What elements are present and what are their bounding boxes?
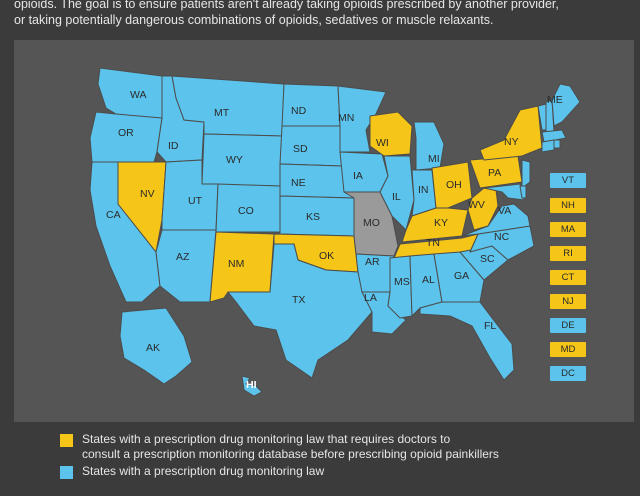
label-wa: WA [130,89,147,101]
label-wv: WV [468,199,485,211]
label-ok: OK [319,250,334,262]
label-wy: WY [226,154,243,166]
label-al: AL [422,274,435,286]
label-pa: PA [488,167,501,179]
intro-line-2: or taking potentially dangerous combinat… [14,13,494,27]
label-sd: SD [293,143,308,155]
label-ne: NE [291,177,306,189]
state-nv[interactable] [117,161,167,253]
state-ky[interactable] [401,207,469,243]
infographic: opioids. The goal is to ensure patients … [0,0,640,479]
label-az: AZ [176,251,190,263]
ne-box-md[interactable]: MD [550,342,586,357]
label-ga: GA [454,270,469,282]
label-mt: MT [214,107,230,119]
ne-box-vt[interactable]: VT [550,173,586,188]
label-nm: NM [228,258,244,270]
ne-box-nh[interactable]: NH [550,198,586,213]
state-az[interactable] [155,229,217,303]
label-mo: MO [363,217,380,229]
state-ia[interactable] [339,151,389,193]
state-fl[interactable] [419,301,515,381]
ne-box-de[interactable]: DE [550,318,586,333]
state-oh[interactable] [431,161,473,209]
label-nc: NC [494,231,510,243]
label-ia: IA [353,170,363,182]
label-nd: ND [291,105,307,117]
label-ar: AR [365,256,380,268]
legend-text-requires-line2: consult a prescription monitoring databa… [82,447,499,461]
map-panel: WA OR CA NV ID MT WY UT CO AZ NM ND SD N… [14,40,634,422]
label-ks: KS [306,211,320,223]
ne-box-dc[interactable]: DC [550,366,586,381]
legend: States with a prescription drug monitori… [60,432,620,496]
label-wi: WI [376,137,389,149]
label-co: CO [238,205,254,217]
state-hi[interactable] [241,375,263,397]
label-ut: UT [188,195,203,207]
label-oh: OH [446,179,462,191]
state-ak[interactable] [119,307,193,385]
label-va: VA [498,205,511,217]
label-nv: NV [140,188,155,200]
ne-box-ri[interactable]: RI [550,246,586,261]
label-mi: MI [428,153,440,165]
legend-item-requires: States with a prescription drug monitori… [60,432,620,464]
state-ny[interactable] [479,105,543,161]
state-il[interactable] [379,155,415,231]
state-va[interactable] [461,203,531,237]
legend-item-has-law: States with a prescription drug monitori… [60,464,620,496]
state-ct[interactable] [541,139,555,153]
label-me: ME [547,94,563,106]
label-la: LA [364,292,377,304]
label-ms: MS [394,276,410,288]
legend-text-has-law-line1: States with a prescription drug monitori… [82,464,325,478]
legend-text-requires-line1: States with a prescription drug monitori… [82,432,451,446]
label-in: IN [418,184,429,196]
state-de[interactable] [519,185,527,199]
label-tn: TN [426,237,440,249]
legend-text-requires: States with a prescription drug monitori… [82,432,499,462]
label-ca: CA [106,209,121,221]
label-tx: TX [292,294,305,306]
state-ri[interactable] [553,139,561,149]
label-sc: SC [480,253,495,265]
state-wv[interactable] [467,187,499,231]
state-or[interactable] [89,111,163,163]
legend-swatch-requires [60,434,73,447]
state-me[interactable] [551,83,581,127]
label-fl: FL [484,320,496,332]
label-hi: HI [246,379,257,391]
state-tx[interactable] [227,243,373,379]
legend-text-has-law: States with a prescription drug monitori… [82,464,324,479]
state-sd[interactable] [279,125,343,167]
label-ky: KY [434,217,448,229]
ne-box-ct[interactable]: CT [550,270,586,285]
intro-text: opioids. The goal is to ensure patients … [0,0,640,40]
label-mn: MN [338,112,354,124]
intro-line-1: opioids. The goal is to ensure patients … [14,0,559,11]
label-ak: AK [146,342,160,354]
label-il: IL [392,191,401,203]
us-map: WA OR CA NV ID MT WY UT CO AZ NM ND SD N… [89,67,581,397]
state-ga[interactable] [433,251,485,303]
state-mn[interactable] [337,85,387,153]
ne-box-nj[interactable]: NJ [550,294,586,309]
ne-box-ma[interactable]: MA [550,222,586,237]
legend-swatch-has-law [60,466,73,479]
state-ma[interactable] [541,129,567,143]
label-or: OR [118,127,134,139]
state-md[interactable] [483,183,525,201]
state-wi[interactable] [369,111,413,157]
label-ny: NY [504,136,519,148]
state-nj[interactable] [521,159,531,189]
label-id: ID [168,140,179,152]
